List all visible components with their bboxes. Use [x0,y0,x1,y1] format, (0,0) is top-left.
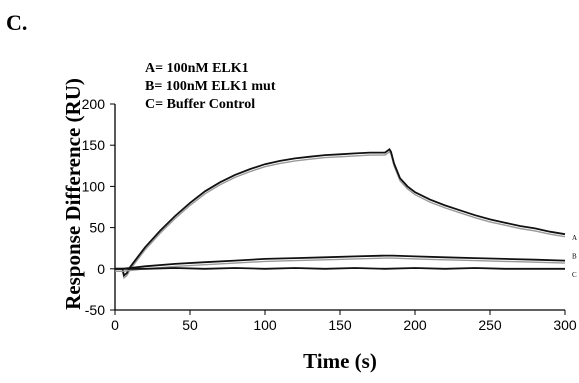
y-axis-label: Response Difference (RU) [61,78,85,310]
y-tick-label-50: 50 [89,220,105,236]
y-tick-label-0: 0 [97,261,105,277]
curve-labels: A B C [572,234,577,279]
ticks: 0 50 100 150 200 250 300 -50 0 50 100 150 200 [82,96,577,333]
x-tick-label-250: 250 [478,317,502,333]
curve-label-A: A [572,234,577,242]
x-axis-label: Time (s) [303,349,377,373]
x-tick-label-100: 100 [253,317,277,333]
y-tick-label-150: 150 [82,137,106,153]
y-tick-label-200: 200 [82,96,106,112]
series-A-replicate-line [115,150,566,280]
series-C-line [115,267,565,270]
x-tick-label-300: 300 [553,317,577,333]
legend-entry-a: A= 100nM ELK1 [145,61,249,76]
axes [114,104,565,311]
curve-label-C: C [572,271,577,279]
legend: A= 100nM ELK1 B= 100nM ELK1 mut C= Buffe… [145,61,276,112]
y-tick-label-100: 100 [82,178,106,194]
series-A-line [115,147,566,278]
x-tick-label-200: 200 [403,317,427,333]
x-tick-label-50: 50 [182,317,198,333]
legend-entry-b: B= 100nM ELK1 mut [145,79,276,94]
y-tick-label--50: -50 [85,302,105,318]
x-tick-label-150: 150 [328,317,352,333]
series-lines [115,147,566,280]
x-tick-label-0: 0 [111,317,119,333]
legend-entry-c: C= Buffer Control [145,97,255,112]
panel-label: C. [6,10,27,35]
curve-label-B: B [572,253,577,261]
series-B-line [115,254,566,270]
